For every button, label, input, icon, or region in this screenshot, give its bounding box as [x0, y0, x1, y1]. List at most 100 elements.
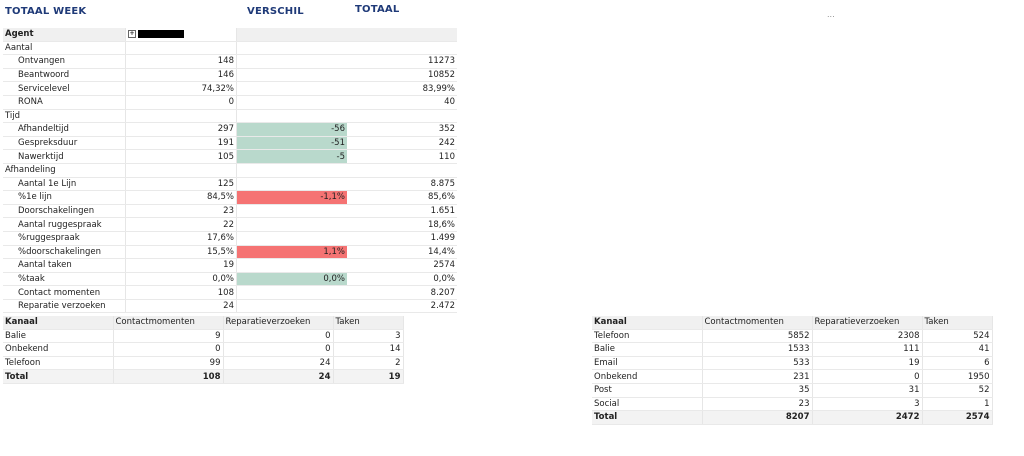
channel-value: 23	[702, 397, 813, 412]
kpi-week-value: 17,6%	[125, 231, 237, 246]
total-value: 19	[333, 369, 404, 384]
agent-selector[interactable]: +	[125, 28, 237, 42]
column-header: Taken	[333, 316, 404, 330]
kpi-row: Beantwoord 146 10852	[3, 68, 457, 83]
kpi-label: Reparatie verzoeken	[3, 299, 126, 314]
expand-icon[interactable]: +	[128, 29, 136, 38]
kpi-total-value: 8.875	[347, 177, 457, 192]
kpi-table-body: Agent + Aantal Ontvangen 148 11273 Beantwoor…	[3, 28, 457, 314]
kpi-total-value: 8.207	[347, 285, 457, 300]
channel-name: Balie	[3, 329, 114, 344]
channel-name: Balie	[592, 342, 703, 357]
total-label: Total	[3, 369, 114, 384]
channel-row: Email 533 19 6	[592, 356, 993, 371]
kpi-row: %doorschakelingen 15,5% 1,1% 14,4%	[3, 245, 457, 260]
section-label: Afhandeling	[3, 163, 126, 178]
channel-value: 14	[333, 342, 404, 357]
section-row: Tijd	[3, 109, 457, 124]
column-header: Contactmomenten	[113, 316, 224, 330]
channel-value: 0	[812, 369, 923, 384]
channel-row: Onbekend 0 0 14	[3, 342, 404, 357]
column-header: Kanaal	[3, 316, 114, 330]
channel-header-row: Kanaal Contactmomenten Reparatieverzoeken T…	[3, 316, 404, 330]
channel-total-grid: Kanaal Contactmomenten Reparatieverzoeken T…	[592, 316, 993, 425]
more-menu-icon[interactable]: ...	[827, 10, 835, 19]
kpi-row: %taak 0,0% 0,0% 0,0%	[3, 272, 457, 287]
kpi-week-value: 297	[125, 122, 237, 137]
section-label: Tijd	[3, 109, 126, 124]
channel-name: Telefoon	[3, 356, 114, 371]
channel-value: 231	[702, 369, 813, 384]
channel-value: 0	[223, 329, 334, 344]
kpi-label: %1e lijn	[3, 190, 126, 205]
channel-value: 6	[922, 356, 993, 371]
channel-name: Social	[592, 397, 703, 412]
kpi-row: Afhandeltijd 297 -56 352	[3, 122, 457, 137]
kpi-label: Gespreksduur	[3, 136, 126, 151]
kpi-week-value: 146	[125, 68, 237, 83]
kpi-total-value: 1.499	[347, 231, 457, 246]
kpi-total-value: 85,6%	[347, 190, 457, 205]
kpi-week-value: 0	[125, 95, 237, 110]
kpi-week-value: 24	[125, 299, 237, 314]
kpi-total-value: 1.651	[347, 204, 457, 219]
kpi-week-value: 15,5%	[125, 245, 237, 260]
total-value: 2574	[922, 410, 993, 425]
kpi-row: Aantal 1e Lijn 125 8.875	[3, 177, 457, 192]
section-label: Aantal	[3, 41, 126, 56]
channel-name: Onbekend	[592, 369, 703, 384]
channel-total-row: Total 8207 2472 2574	[592, 410, 993, 425]
column-header: Reparatieverzoeken	[812, 316, 923, 330]
kpi-row: Aantal ruggespraak 22 18,6%	[3, 217, 457, 232]
empty-cell	[347, 163, 457, 178]
agent-header-row: Agent +	[3, 28, 457, 42]
agent-name-redacted	[138, 29, 184, 38]
channel-row: Post 35 31 52	[592, 383, 993, 398]
channel-value: 5852	[702, 329, 813, 344]
kpi-label: Servicelevel	[3, 81, 126, 96]
kpi-week-value: 105	[125, 149, 237, 164]
channel-row: Balie 1533 111 41	[592, 342, 993, 357]
channel-value: 1	[922, 397, 993, 412]
kpi-diff-value	[236, 217, 347, 232]
kpi-total-value: 40	[347, 95, 457, 110]
kpi-total-value: 242	[347, 136, 457, 151]
kpi-diff-value: 1,1%	[236, 245, 347, 260]
channel-value: 24	[223, 356, 334, 371]
kpi-label: Aantal 1e Lijn	[3, 177, 126, 192]
channel-value: 533	[702, 356, 813, 371]
verschil-title: VERSCHIL	[247, 6, 304, 17]
empty-cell	[125, 163, 237, 178]
kpi-diff-value	[236, 299, 347, 314]
channel-week-table: Kanaal Contactmomenten Reparatieverzoeken T…	[3, 316, 404, 384]
kpi-diff-value	[236, 95, 347, 110]
kpi-diff-value	[236, 204, 347, 219]
kpi-label: %ruggespraak	[3, 231, 126, 246]
kpi-row: Aantal taken 19 2574	[3, 258, 457, 273]
kpi-week-value: 22	[125, 217, 237, 232]
empty-cell	[236, 109, 347, 124]
kpi-diff-value	[236, 285, 347, 300]
kpi-table: Agent + Aantal Ontvangen 148 11273 Beantwoor…	[3, 28, 457, 314]
kpi-label: Aantal taken	[3, 258, 126, 273]
channel-value: 35	[702, 383, 813, 398]
kpi-diff-value: 0,0%	[236, 272, 347, 287]
kpi-total-value: 83,99%	[347, 81, 457, 96]
kpi-diff-value: -1,1%	[236, 190, 347, 205]
kpi-row: %ruggespraak 17,6% 1.499	[3, 231, 457, 246]
kpi-label: Afhandeltijd	[3, 122, 126, 137]
channel-value: 2308	[812, 329, 923, 344]
kpi-week-value: 84,5%	[125, 190, 237, 205]
kpi-total-value: 110	[347, 149, 457, 164]
empty-cell	[125, 109, 237, 124]
total-value: 2472	[812, 410, 923, 425]
kpi-total-value: 2.472	[347, 299, 457, 314]
kpi-label: Doorschakelingen	[3, 204, 126, 219]
kpi-label: Contact momenten	[3, 285, 126, 300]
channel-header-row: Kanaal Contactmomenten Reparatieverzoeken T…	[592, 316, 993, 330]
kpi-week-value: 19	[125, 258, 237, 273]
channel-name: Post	[592, 383, 703, 398]
kpi-diff-value	[236, 177, 347, 192]
channel-name: Email	[592, 356, 703, 371]
channel-value: 524	[922, 329, 993, 344]
